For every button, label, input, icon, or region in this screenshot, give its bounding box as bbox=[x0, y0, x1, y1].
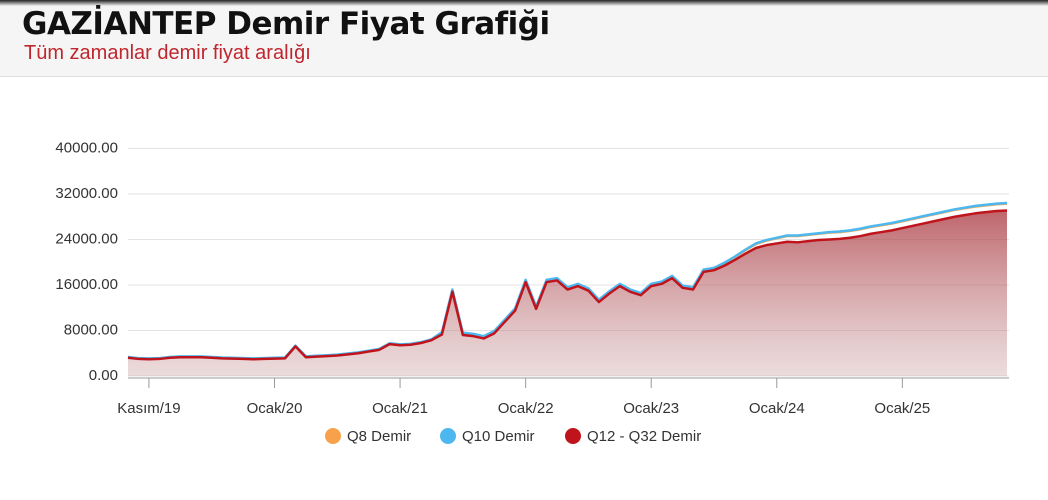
y-tick-label: 32000.00 bbox=[55, 185, 118, 202]
y-tick-label: 40000.00 bbox=[55, 139, 118, 156]
legend-item: Q12 - Q32 Demir bbox=[565, 428, 701, 445]
x-tick-label: Ocak/20 bbox=[247, 400, 303, 417]
legend-item: Q8 Demir bbox=[325, 428, 411, 445]
y-tick-label: 24000.00 bbox=[55, 230, 118, 247]
y-tick-label: 0.00 bbox=[89, 367, 118, 384]
series-line bbox=[127, 209, 1008, 361]
legend-label: Q8 Demir bbox=[347, 428, 411, 445]
x-tick-label: Ocak/23 bbox=[623, 400, 679, 417]
legend-item: Q10 Demir bbox=[440, 428, 535, 445]
legend-swatch bbox=[325, 428, 341, 444]
x-tick-label: Ocak/21 bbox=[372, 400, 428, 417]
y-tick-label: 8000.00 bbox=[64, 321, 118, 338]
x-tick-label: Ocak/24 bbox=[749, 400, 805, 417]
page-subtitle: Tüm zamanlar demir fiyat aralığı bbox=[24, 42, 311, 64]
area bbox=[128, 210, 1007, 376]
x-tick-label: Ocak/25 bbox=[874, 400, 930, 417]
legend-label: Q10 Demir bbox=[462, 428, 535, 445]
page-title: GAZİANTEP Demir Fiyat Grafiği bbox=[22, 6, 550, 42]
y-tick-label: 16000.00 bbox=[55, 276, 118, 293]
legend-swatch bbox=[440, 428, 456, 444]
legend-swatch bbox=[565, 428, 581, 444]
legend-label: Q12 - Q32 Demir bbox=[587, 428, 701, 445]
header: GAZİANTEP Demir Fiyat Grafiği Tüm zamanl… bbox=[0, 0, 1048, 77]
x-tick-label: Kasım/19 bbox=[117, 400, 180, 417]
x-tick-label: Ocak/22 bbox=[498, 400, 554, 417]
